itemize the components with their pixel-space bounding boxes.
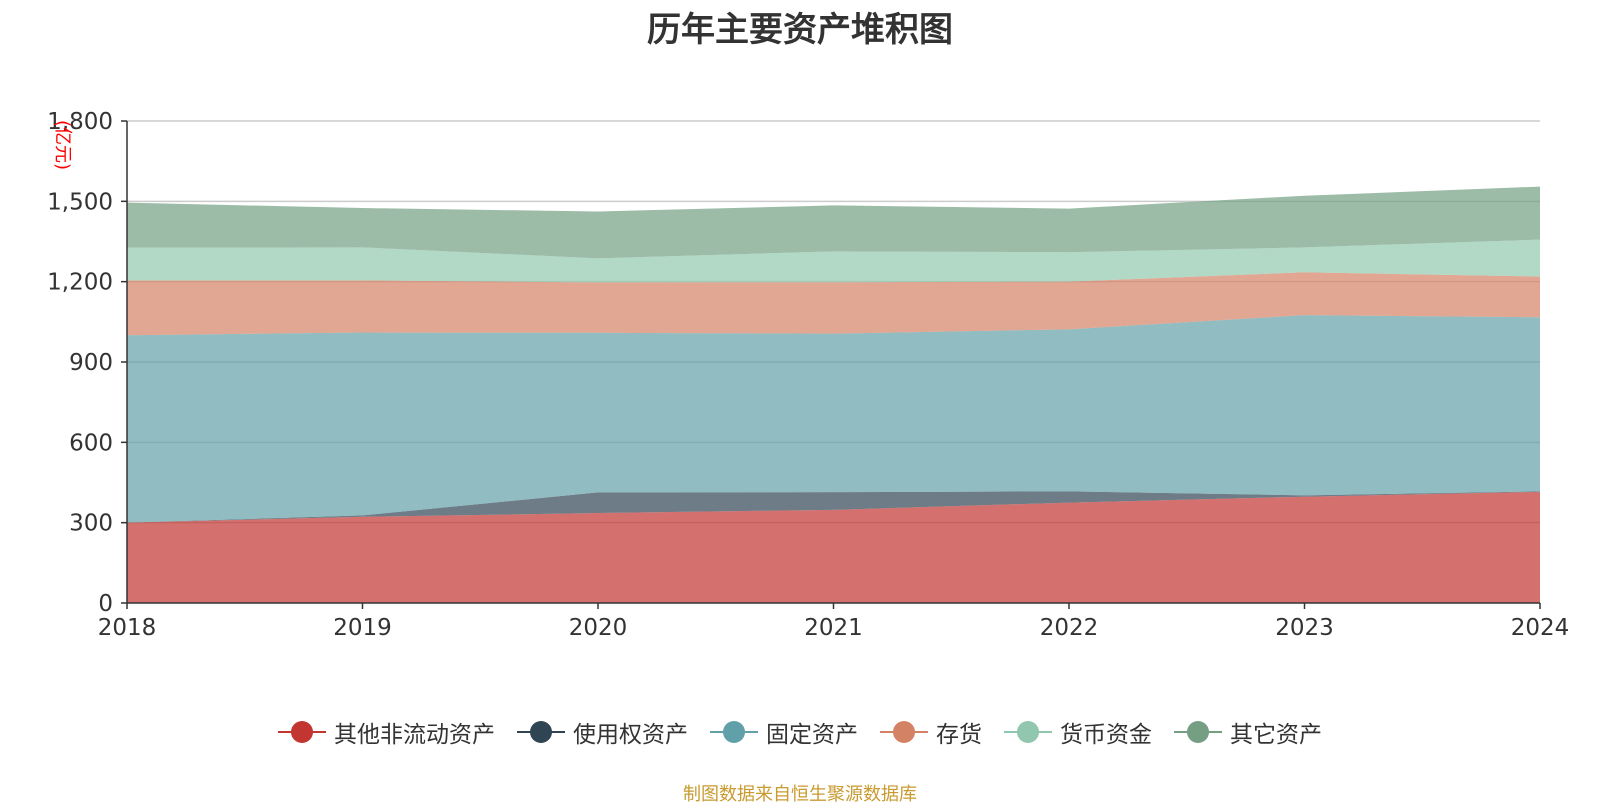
x-tick-label: 2021 <box>804 615 863 641</box>
x-tick-label: 2018 <box>98 615 157 641</box>
axes: 0 300 600 900 1,200 1,500 1,800 2018 2019 2020 202… <box>47 109 1569 641</box>
chart-title: 历年主要资产堆积图 <box>647 10 953 50</box>
y-tick-label: 1,800 <box>47 109 113 135</box>
legend-label: 使用权资产 <box>573 722 688 748</box>
legend-swatch-dot <box>723 721 745 743</box>
y-tick-label: 1,200 <box>47 270 113 296</box>
legend-label: 固定资产 <box>766 722 858 748</box>
legend-label: 其它资产 <box>1230 722 1322 748</box>
legend-item-2[interactable]: 使用权资产 <box>517 715 688 749</box>
legend-swatch <box>710 721 758 743</box>
footer-source: 制图数据来自恒生聚源数据库 <box>683 784 917 805</box>
y-axis-unit-label: (亿元) <box>52 120 73 170</box>
legend-swatch <box>278 721 326 743</box>
legend-label: 货币资金 <box>1060 722 1152 748</box>
area-series-1 <box>127 491 1540 603</box>
legend-item-6[interactable]: 其它资产 <box>1174 715 1322 749</box>
x-tick-label: 2024 <box>1511 615 1570 641</box>
legend-item-5[interactable]: 货币资金 <box>1004 715 1152 749</box>
y-tick-label: 600 <box>69 430 113 456</box>
legend: 其他非流动资产 使用权资产 固定资产 存货 货币资金 其它资产 <box>0 712 1600 752</box>
y-tick-label: 300 <box>69 511 113 537</box>
legend-swatch <box>880 721 928 743</box>
area-series <box>127 186 1540 603</box>
y-tick-label: 1,500 <box>47 189 113 215</box>
legend-swatch-dot <box>893 721 915 743</box>
y-tick-label: 0 <box>98 591 113 617</box>
legend-swatch <box>1174 721 1222 743</box>
x-tick-label: 2023 <box>1275 615 1334 641</box>
legend-item-4[interactable]: 存货 <box>880 715 982 749</box>
legend-item-3[interactable]: 固定资产 <box>710 715 858 749</box>
legend-swatch-dot <box>1187 721 1209 743</box>
area-series-5 <box>127 239 1540 283</box>
legend-label: 存货 <box>936 722 982 748</box>
x-tick-label: 2019 <box>333 615 392 641</box>
legend-swatch-dot <box>1017 721 1039 743</box>
legend-swatch <box>517 721 565 743</box>
legend-swatch-dot <box>291 721 313 743</box>
legend-label: 其他非流动资产 <box>334 722 495 748</box>
legend-item-1[interactable]: 其他非流动资产 <box>278 715 495 749</box>
area-series-3 <box>127 315 1540 523</box>
area-series-2 <box>127 491 1540 523</box>
area-series-4 <box>127 272 1540 336</box>
x-tick-label: 2022 <box>1040 615 1099 641</box>
legend-swatch-dot <box>530 721 552 743</box>
y-tick-label: 900 <box>69 350 113 376</box>
x-tick-label: 2020 <box>569 615 628 641</box>
area-series-6 <box>127 186 1540 259</box>
legend-swatch <box>1004 721 1052 743</box>
